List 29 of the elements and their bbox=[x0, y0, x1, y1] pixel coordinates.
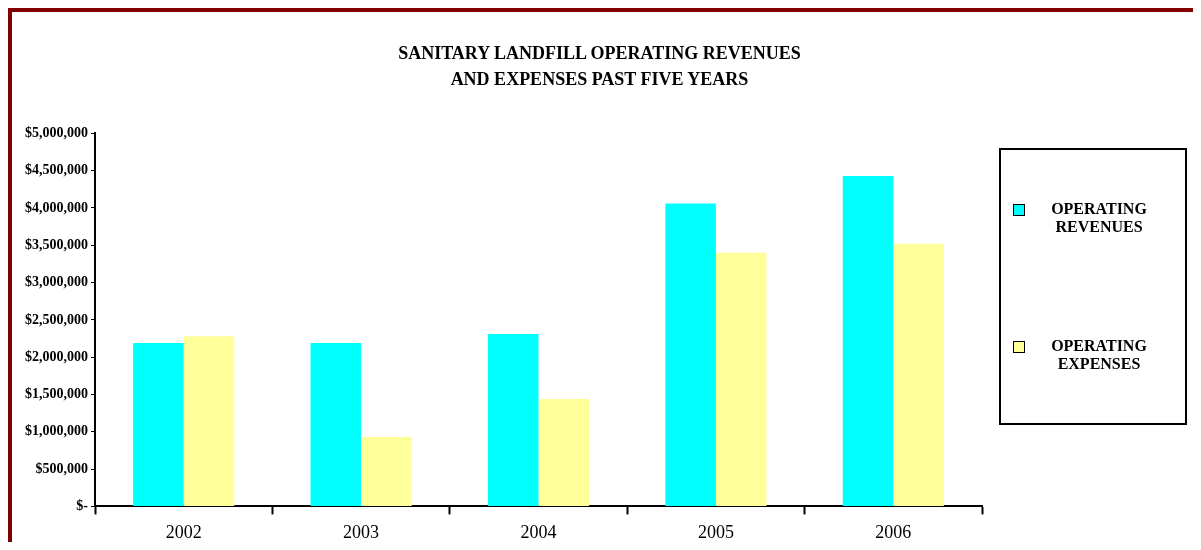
x-tick-label: 2002 bbox=[165, 521, 202, 542]
bar bbox=[310, 343, 362, 506]
bar bbox=[842, 175, 894, 506]
x-tick-label: 2003 bbox=[343, 521, 380, 542]
y-tick-label: $1,000,000 bbox=[25, 423, 88, 439]
bar bbox=[715, 252, 767, 506]
bar bbox=[665, 203, 716, 506]
y-tick-label: $500,000 bbox=[35, 460, 88, 476]
x-tick-label: 2006 bbox=[875, 521, 912, 542]
y-tick-label: $4,000,000 bbox=[25, 199, 88, 215]
legend-label: OPERATING REVENUES bbox=[1050, 200, 1148, 237]
x-tick-label: 2005 bbox=[697, 521, 734, 542]
x-tick-label: 2004 bbox=[520, 521, 557, 542]
y-tick-label: $- bbox=[76, 498, 89, 514]
chart-title: SANITARY LANDFILL OPERATING REVENUES AND EXPENSES PAST FIVE YEARS bbox=[397, 42, 802, 91]
y-tick-label: $1,500,000 bbox=[25, 386, 88, 402]
y-tick-label: $4,500,000 bbox=[25, 162, 88, 178]
y-tick-label: $5,000,000 bbox=[25, 125, 88, 141]
bar bbox=[133, 343, 184, 506]
legend-label: OPERATING EXPENSES bbox=[1050, 336, 1148, 373]
bar bbox=[893, 243, 944, 506]
bar bbox=[183, 336, 235, 506]
y-tick-label: $2,000,000 bbox=[25, 348, 88, 364]
y-tick-label: $3,500,000 bbox=[25, 236, 88, 252]
y-tick-label: $3,000,000 bbox=[25, 274, 88, 290]
bar bbox=[361, 437, 412, 506]
bar bbox=[538, 398, 590, 506]
y-tick-label: $2,500,000 bbox=[25, 311, 88, 327]
bar bbox=[487, 334, 539, 506]
